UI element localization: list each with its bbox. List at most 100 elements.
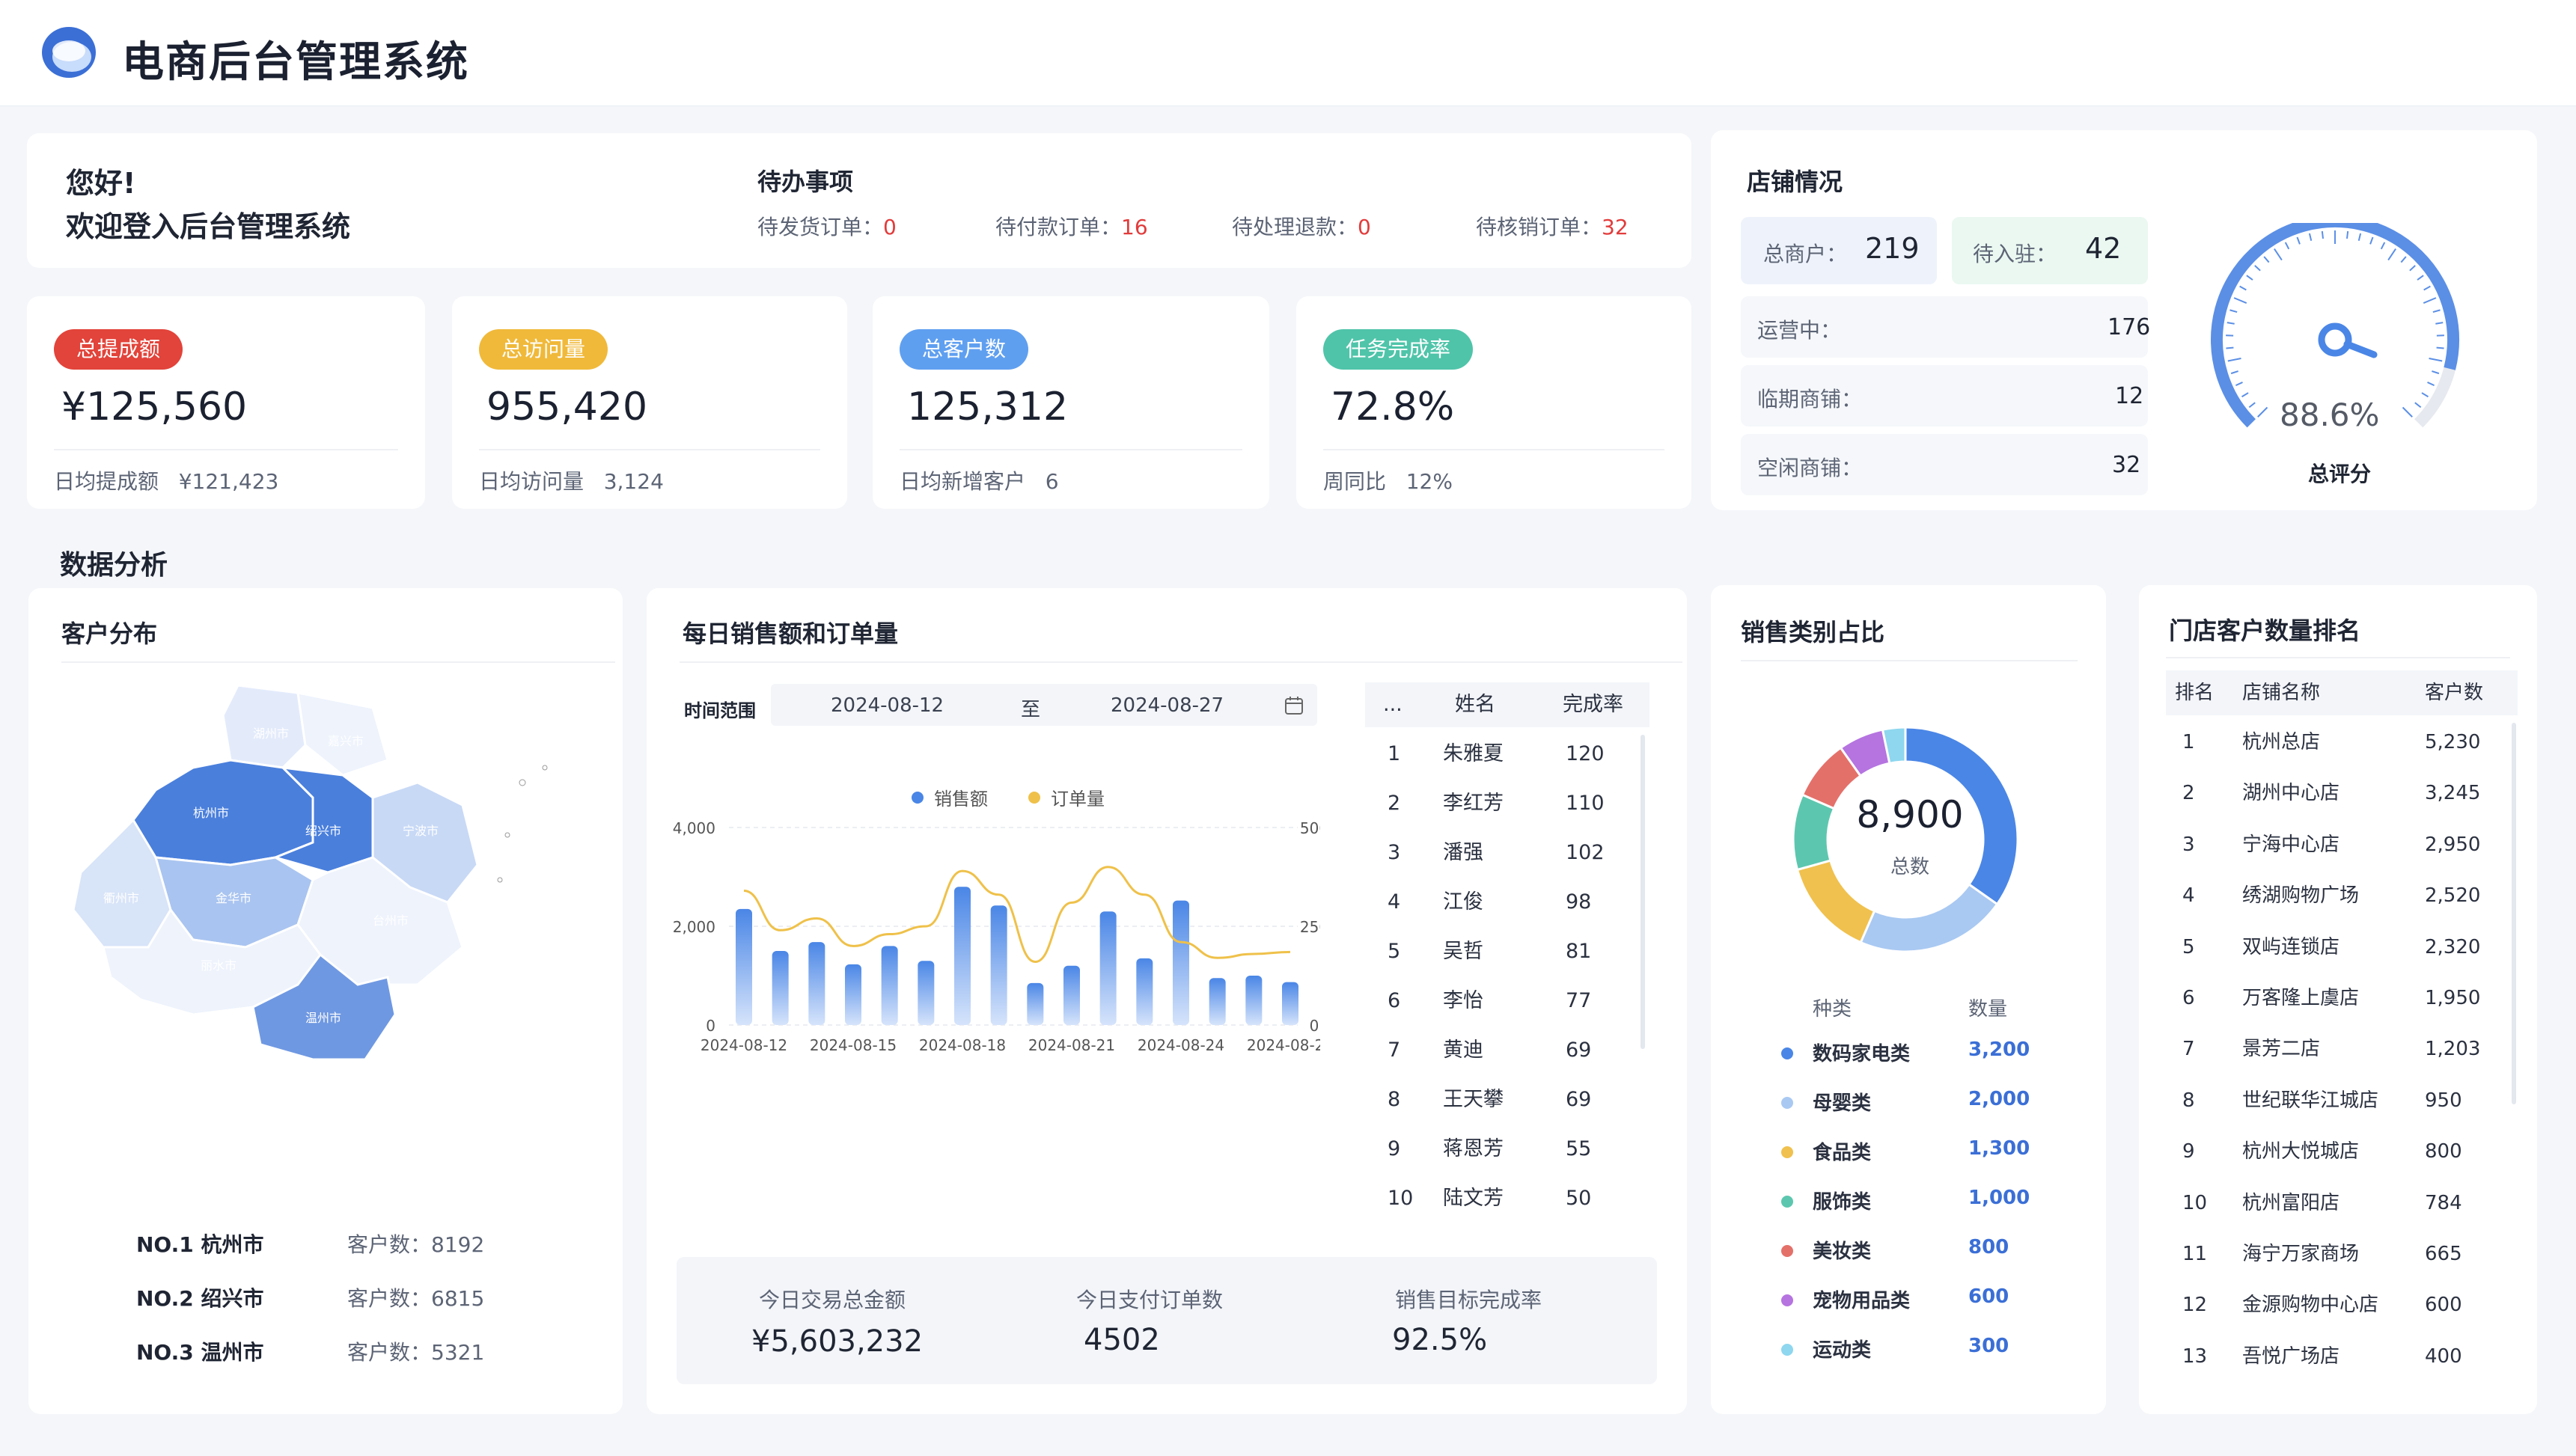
table-cell: 朱雅夏 <box>1443 742 1504 765</box>
table-row[interactable]: 2 李红芳 110 <box>1365 781 1649 826</box>
sales-bar[interactable] <box>1136 958 1153 1025</box>
table-row[interactable]: 3 潘强 102 <box>1365 831 1649 875</box>
table-cell: 3,245 <box>2425 782 2481 805</box>
greeting: 您好! <box>66 167 136 200</box>
table-row[interactable]: 4 绣湖购物广场 2,520 <box>2166 873 2518 918</box>
kpi-sub: 日均提成额 ¥121,423 <box>54 465 278 495</box>
sales-bar[interactable] <box>1063 965 1080 1025</box>
sales-bar[interactable] <box>845 964 861 1025</box>
scrollbar[interactable] <box>2512 723 2516 1104</box>
category-name: 美妆类 <box>1813 1241 1872 1263</box>
todo-item-pay[interactable]: 待付款订单：16 <box>995 211 1148 241</box>
scrollbar[interactable] <box>1640 735 1645 1049</box>
table-row[interactable]: 1 杭州总店 5,230 <box>2166 720 2518 765</box>
store-title: 店铺情况 <box>1747 168 1843 196</box>
gauge-tick <box>2254 265 2261 272</box>
gauge-tick <box>2227 357 2241 362</box>
gauge-tick <box>2229 309 2238 313</box>
table-row[interactable]: 7 景芳二店 1,203 <box>2166 1027 2518 1071</box>
map-label: 湖州市 <box>253 727 289 741</box>
todo-item-ship[interactable]: 待发货订单：0 <box>757 211 897 241</box>
orders-line <box>743 866 1291 964</box>
todo-label: 待付款订单： <box>995 215 1122 239</box>
x-tick: 2024-08-24 <box>1138 1036 1224 1054</box>
sales-bar[interactable] <box>1027 982 1044 1025</box>
table-cell: 2,520 <box>2425 884 2481 908</box>
sales-bar[interactable] <box>1282 982 1298 1025</box>
x-tick: 2024-08-18 <box>919 1036 1006 1054</box>
gauge-tick <box>2296 236 2301 245</box>
map-label: 杭州市 <box>193 806 229 820</box>
legend-dot <box>1781 1196 1793 1208</box>
sales-bar[interactable] <box>1099 911 1117 1025</box>
map-region-jiaxing[interactable] <box>296 691 389 777</box>
table-row[interactable]: 10 陆文芳 50 <box>1365 1176 1649 1221</box>
todo-item-verify[interactable]: 待核销订单：32 <box>1476 211 1629 241</box>
table-cell: 800 <box>2425 1140 2462 1163</box>
table-row[interactable]: 2 湖州中心店 3,245 <box>2166 771 2518 816</box>
store-row-label: 临期商铺： <box>1757 387 1863 412</box>
table-row[interactable]: 6 万客隆上虞店 1,950 <box>2166 976 2518 1021</box>
sales-bar[interactable] <box>736 908 752 1025</box>
table-row[interactable]: 13 吾悦广场店 400 <box>2166 1334 2518 1379</box>
sales-bar[interactable] <box>1173 900 1189 1025</box>
map-label: 金华市 <box>216 891 251 905</box>
table-cell: 98 <box>1566 890 1592 914</box>
todo-item-refund[interactable]: 待处理退款：0 <box>1232 211 1371 241</box>
category-title: 销售类别占比 <box>1741 618 1885 646</box>
table-row[interactable]: 8 王天攀 69 <box>1365 1077 1649 1122</box>
legend-dot <box>1781 1146 1793 1158</box>
kpi-sub: 日均访问量 3,124 <box>479 465 664 495</box>
table-row[interactable]: 9 蒋恩芳 55 <box>1365 1127 1649 1172</box>
table-row[interactable]: 8 世纪联华江城店 950 <box>2166 1078 2518 1123</box>
sales-bar[interactable] <box>1245 976 1263 1025</box>
donut-slice[interactable] <box>1904 726 2019 906</box>
sales-bar[interactable] <box>881 946 898 1025</box>
legend-dot <box>1781 1097 1793 1109</box>
table-cell: 李红芳 <box>1443 792 1504 815</box>
date-range-picker[interactable]: 2024-08-12 至 2024-08-27 <box>771 684 1317 726</box>
table-row[interactable]: 7 黄迪 69 <box>1365 1028 1649 1073</box>
table-row[interactable]: 11 海宁万家商场 665 <box>2166 1232 2518 1276</box>
start-date[interactable]: 2024-08-12 <box>831 694 944 717</box>
table-cell: 55 <box>1566 1137 1592 1160</box>
donut-slice[interactable] <box>1881 726 1907 765</box>
table-cell: 2,320 <box>2425 935 2481 958</box>
table-row[interactable]: 1 朱雅夏 120 <box>1365 732 1649 777</box>
table-cell: 5,230 <box>2425 731 2481 753</box>
legend-dot <box>1781 1047 1793 1059</box>
sales-bar[interactable] <box>808 942 825 1025</box>
sales-bar[interactable] <box>954 887 971 1025</box>
category-card: 销售类别占比 8,900 总数 种类 数量 数码家电类 3,200 母婴类 2,000… <box>1711 585 2106 1414</box>
store-total-box: 总商户： 219 <box>1741 217 1937 284</box>
end-date[interactable]: 2024-08-27 <box>1111 694 1224 717</box>
table-row[interactable]: 12 金源购物中心店 600 <box>2166 1282 2518 1327</box>
sales-bar[interactable] <box>918 961 935 1025</box>
table-row[interactable]: 5 吴哲 81 <box>1365 929 1649 974</box>
summary-value: 4502 <box>1084 1323 1160 1357</box>
gauge-tick <box>2429 357 2443 362</box>
table-cell: 海宁万家商场 <box>2242 1243 2360 1265</box>
table-row[interactable]: 9 杭州大悦城店 800 <box>2166 1129 2518 1174</box>
donut-slice[interactable] <box>1859 882 1999 953</box>
rank-city: NO.2 绍兴市 <box>136 1286 264 1311</box>
table-cell: 120 <box>1566 742 1605 765</box>
table-row[interactable]: 5 双屿连锁店 2,320 <box>2166 925 2518 970</box>
table-cell: 6 <box>2182 987 2195 1009</box>
table-cell: 81 <box>1566 940 1592 963</box>
table-row[interactable]: 4 江俊 98 <box>1365 880 1649 925</box>
sales-bar[interactable] <box>1209 978 1226 1025</box>
table-row[interactable]: 3 宁海中心店 2,950 <box>2166 822 2518 867</box>
sales-bar[interactable] <box>772 951 789 1025</box>
table-cell: 950 <box>2425 1089 2462 1112</box>
table-row[interactable]: 6 李怡 77 <box>1365 979 1649 1024</box>
rank-city: NO.1 杭州市 <box>136 1232 264 1257</box>
kpi-sub-label: 日均提成额 <box>54 469 159 494</box>
store-total-value: 219 <box>1865 232 1920 265</box>
sales-bar[interactable] <box>990 905 1007 1025</box>
map-label: 嘉兴市 <box>328 734 364 748</box>
map-region-wenzhou[interactable] <box>251 952 397 1059</box>
table-row[interactable]: 10 杭州富阳店 784 <box>2166 1181 2518 1226</box>
category-name: 服饰类 <box>1813 1191 1872 1214</box>
calendar-icon[interactable] <box>1284 696 1304 715</box>
